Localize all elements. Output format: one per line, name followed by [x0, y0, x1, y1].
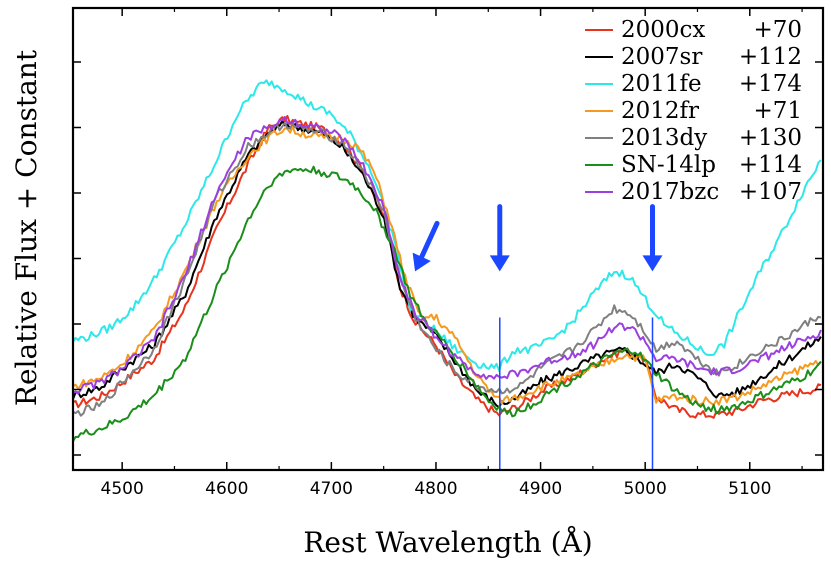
legend-phase-2000cx: +70 [753, 17, 802, 43]
x-axis-title: Rest Wavelength (Å) [303, 526, 592, 559]
y-axis-title: Relative Flux + Constant [10, 49, 43, 406]
plot-frame [71, 6, 825, 472]
legend-label-2011fe: 2011fe [621, 71, 702, 97]
legend-label-2007sr: 2007sr [621, 44, 702, 70]
legend-phase-SN-14lp: +114 [739, 152, 802, 178]
x-tick-label-4600: 4600 [205, 479, 248, 499]
legend-label-SN-14lp: SN-14lp [621, 152, 716, 178]
legend-label-2000cx: 2000cx [621, 17, 705, 43]
series-line-2011fe [72, 79, 822, 373]
arrow-5007 [642, 204, 663, 272]
annotation-layer [412, 204, 663, 470]
x-tick-label-5000: 5000 [624, 479, 667, 499]
x-tick-label-4800: 4800 [414, 479, 457, 499]
series-line-2000cx [72, 114, 822, 419]
legend-phase-2017bzc: +107 [739, 179, 802, 205]
legend: 2000cx +70 2007sr +112 2011fe +174 2012fr +71 20… [585, 17, 802, 205]
legend-phase-2013dy: +130 [739, 125, 802, 151]
legend-label-2013dy: 2013dy [621, 125, 707, 151]
legend-phase-2007sr: +112 [739, 44, 802, 70]
legend-phase-2012fr: +71 [753, 98, 802, 124]
series-line-2017bzc [72, 115, 822, 395]
x-tick-label-5100: 5100 [728, 479, 771, 499]
legend-label-2012fr: 2012fr [621, 98, 699, 124]
tick-layer: 4500 4600 4700 4800 4900 5000 5100 [73, 8, 823, 499]
legend-phase-2011fe: +174 [739, 71, 802, 97]
x-tick-label-4900: 4900 [519, 479, 562, 499]
arrow-4780 [412, 220, 440, 272]
series-line-2013dy [72, 122, 822, 417]
x-tick-label-4700: 4700 [310, 479, 353, 499]
arrow-4861 [489, 204, 510, 272]
legend-label-2017bzc: 2017bzc [621, 179, 719, 205]
series-layer [72, 79, 822, 442]
x-tick-label-4500: 4500 [101, 479, 144, 499]
